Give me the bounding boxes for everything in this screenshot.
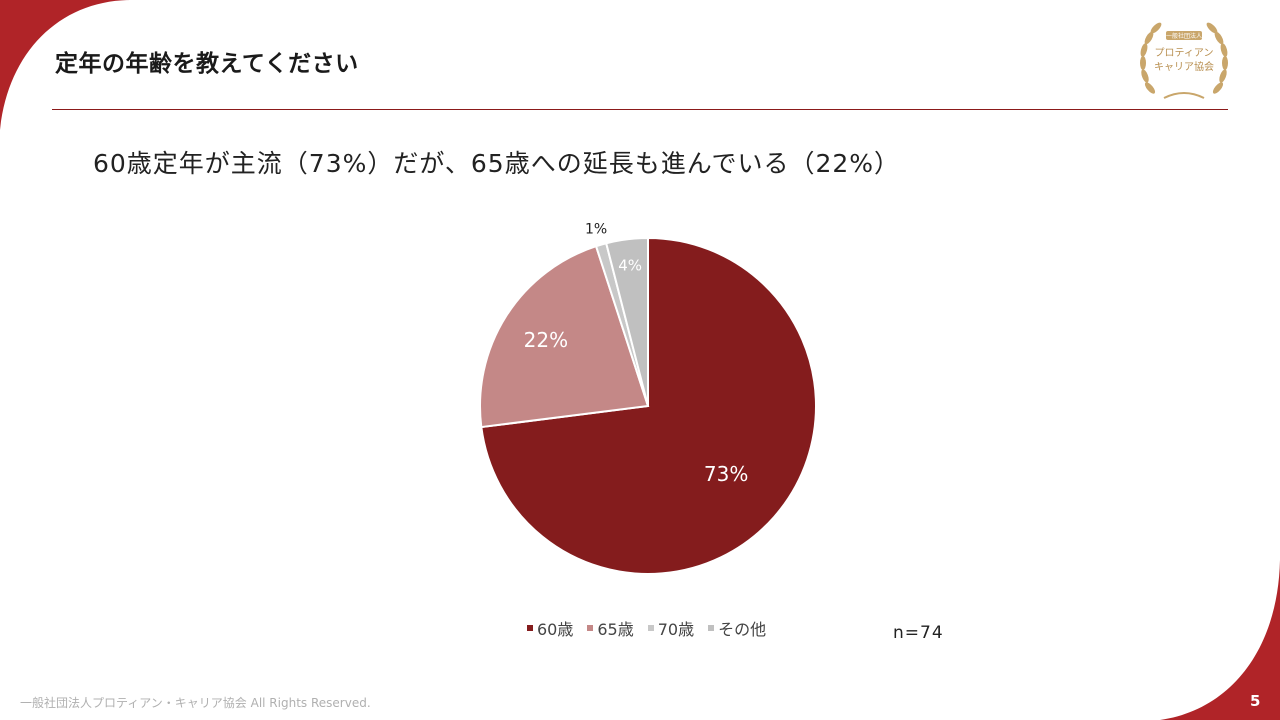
logo-line2: キャリア協会 [1154,60,1214,73]
pie-slice-2 [479,244,650,429]
legend-item-2: 65歳 [587,616,634,640]
sample-size-note: n=74 [893,623,944,643]
association-logo: 一般社団法人 プロティアン キャリア協会 [1140,22,1228,99]
pie-data-label-2: 22% [524,328,568,352]
legend-item-1: 60歳 [527,616,573,640]
slide-title: 定年の年齢を教えてください [55,51,359,77]
page-number: 5 [1250,692,1261,710]
logo-top-text: 一般社団法人 [1166,32,1202,40]
corner-decoration-top-left [0,0,132,130]
pie-data-label-4: 4% [618,256,642,274]
legend-label: 70歳 [657,620,695,639]
corner-decoration-bottom-right [1160,560,1280,720]
pie-slice-4 [605,236,649,407]
legend-item-3: 70歳 [647,616,695,640]
pie-data-label-3: 1% [585,221,607,237]
title-divider [52,109,1228,110]
slide-subtitle: 60歳定年が主流（73%）だが、65歳への延長も進んでいる（22%） [93,149,901,178]
legend-swatch [708,625,715,631]
legend-swatch [587,625,594,631]
legend-swatch [647,625,654,631]
logo-line1: プロティアン [1155,47,1214,59]
legend-label: 65歳 [597,620,634,639]
legend-swatch [527,625,533,631]
legend-label: その他 [718,620,767,639]
legend-label: 60歳 [537,620,574,639]
pie-data-label-1: 73% [704,462,748,486]
legend-item-4: その他 [708,616,766,640]
chart-legend: 60歳 65歳 70歳 その他 [527,616,766,640]
copyright-footer: 一般社団法人プロティアン・キャリア協会 All Rights Reserved. [20,696,371,710]
